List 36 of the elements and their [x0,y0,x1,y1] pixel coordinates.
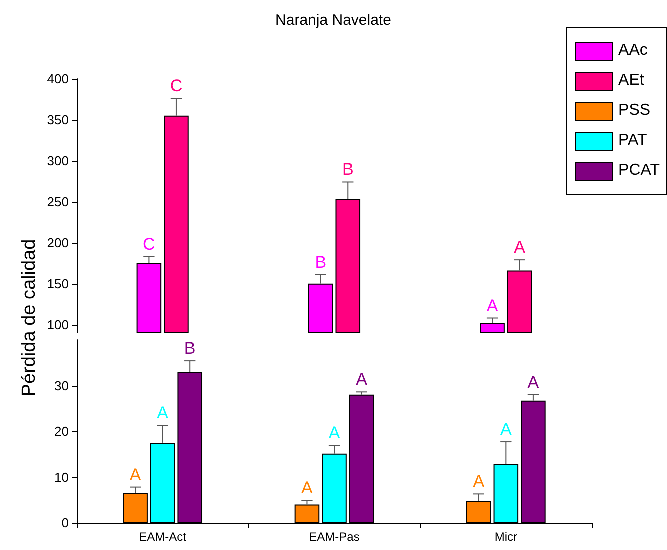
chart-title: Naranja Navelate [276,12,392,29]
data-label: C [170,76,183,96]
legend-label: AEt [618,72,644,90]
y-tick-label: 0 [62,516,69,530]
data-label: A [302,478,314,498]
x-tick-label: Micr [494,530,518,544]
data-label: A [328,424,341,443]
y-tick-label: 10 [54,470,69,485]
data-label: A [514,238,526,258]
y-tick-label: 30 [54,378,69,394]
data-label: A [356,370,368,390]
data-label: B [342,160,354,180]
legend-label: PAT [618,132,648,150]
y-tick-label: 400 [47,72,69,86]
data-label: B [184,339,196,358]
y-axis-title: Pérdida de calidad [19,239,41,397]
y-tick-label: 250 [47,194,69,210]
y-tick-label: 300 [47,153,69,168]
data-label: A [473,472,486,492]
data-label: A [157,404,170,423]
data-label: A [486,296,499,316]
y-tick-label: 20 [54,424,69,439]
y-tick-label: 100 [47,317,69,332]
x-tick-label: EAM-Pas [309,530,360,544]
legend-label: PCAT [618,162,660,180]
y-tick-label: 150 [47,276,69,292]
data-label: A [500,420,512,440]
y-tick-label: 350 [47,112,69,128]
data-label: A [528,372,540,392]
legend-label: PSS [618,102,651,120]
legend-label: AAc [618,42,648,60]
data-label: B [315,252,327,272]
x-tick-label: EAM-Act [139,530,188,544]
data-label: C [143,234,156,254]
data-label: A [130,465,142,484]
y-tick-label: 200 [47,235,69,250]
